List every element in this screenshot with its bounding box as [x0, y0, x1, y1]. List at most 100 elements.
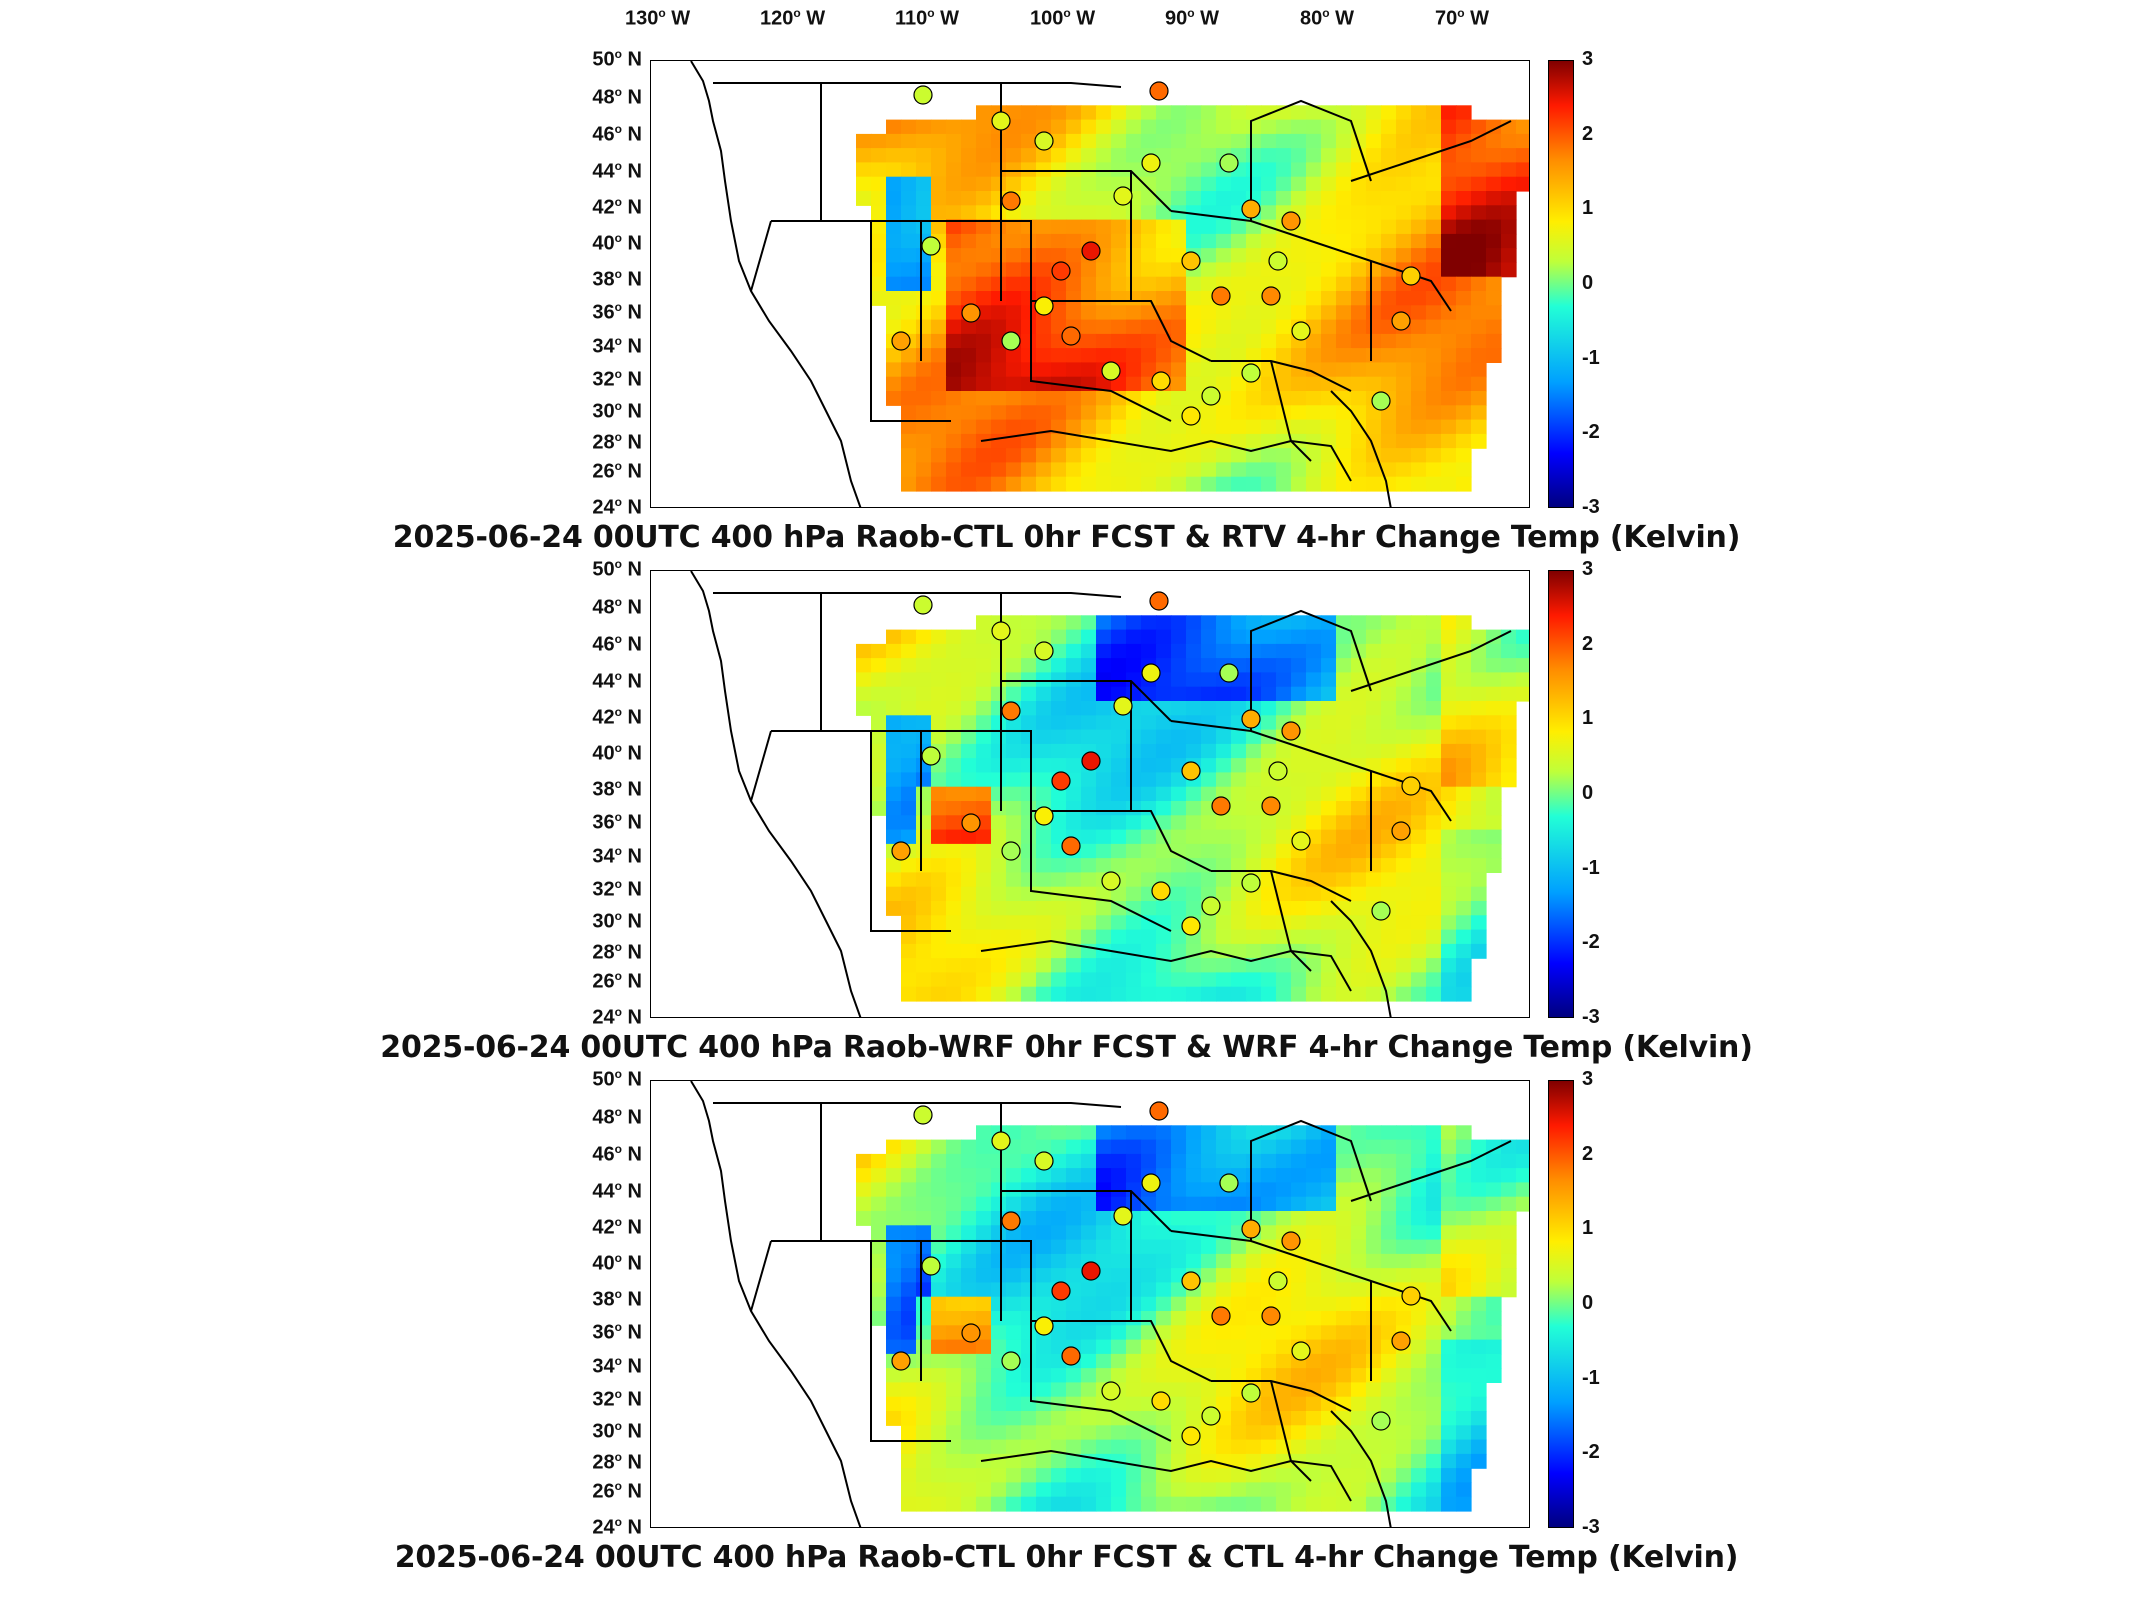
- latitude-label: 26o N: [592, 459, 642, 483]
- raob-station-marker: [1113, 186, 1133, 206]
- panel-title: 2025-06-24 00UTC 400 hPa Raob-WRF 0hr FC…: [380, 1030, 1753, 1065]
- map-panel: [650, 1080, 1530, 1528]
- raob-station-marker: [1241, 709, 1261, 729]
- raob-station-marker: [961, 1323, 981, 1343]
- raob-station-marker: [1371, 901, 1391, 921]
- latitude-label: 30o N: [592, 1418, 642, 1443]
- latitude-label: 24o N: [592, 1515, 642, 1539]
- latitude-label: 48o N: [592, 595, 642, 619]
- latitude-label: 30o N: [592, 398, 642, 423]
- raob-station-marker: [1149, 81, 1169, 101]
- raob-station-marker: [1181, 406, 1201, 426]
- raob-station-marker: [1211, 1306, 1231, 1326]
- raob-station-marker: [1241, 1383, 1261, 1403]
- colorbar: [1548, 570, 1574, 1018]
- raob-station-marker: [1181, 251, 1201, 271]
- temperature-field: [856, 1125, 1529, 1512]
- latitude-label: 32o N: [592, 367, 642, 391]
- colorbar-tick-label: 0: [1582, 782, 1594, 804]
- temperature-field: [856, 105, 1529, 492]
- raob-station-marker: [1001, 701, 1021, 721]
- raob-stations: [891, 591, 1421, 936]
- colorbar: [1548, 60, 1574, 508]
- colorbar-tick-label: -1: [1582, 856, 1600, 879]
- colorbar-tick-label: -2: [1582, 931, 1600, 954]
- raob-station-marker: [1051, 1281, 1071, 1301]
- colorbar-tick-label: -2: [1582, 421, 1600, 444]
- colorbar-tick-label: 0: [1582, 272, 1594, 294]
- raob-station-marker: [1101, 1381, 1121, 1401]
- raob-station-marker: [1261, 286, 1281, 306]
- state-boundaries: [690, 571, 1512, 1017]
- latitude-label: 32o N: [592, 877, 642, 901]
- raob-station-marker: [913, 1105, 933, 1125]
- raob-station-marker: [1034, 1151, 1054, 1171]
- colorbar-tick-label: -3: [1582, 1516, 1600, 1538]
- raob-station-marker: [1291, 321, 1311, 341]
- temperature-field: [856, 615, 1529, 1002]
- latitude-label: 44o N: [592, 1179, 642, 1203]
- state-boundaries: [690, 61, 1512, 507]
- latitude-label: 40o N: [592, 1250, 642, 1275]
- raob-station-marker: [1219, 1173, 1239, 1193]
- raob-station-marker: [891, 331, 911, 351]
- raob-station-marker: [1241, 363, 1261, 383]
- latitude-label: 24o N: [592, 1005, 642, 1029]
- colorbar-tick-label: 2: [1582, 122, 1594, 145]
- latitude-label: 36o N: [592, 810, 642, 834]
- raob-station-marker: [913, 595, 933, 615]
- raob-station-marker: [961, 813, 981, 833]
- latitude-label: 34o N: [592, 333, 642, 358]
- raob-station-marker: [1291, 1341, 1311, 1361]
- raob-station-marker: [891, 1351, 911, 1371]
- raob-station-marker: [1149, 591, 1169, 611]
- raob-station-marker: [1181, 1271, 1201, 1291]
- colorbar-tick-label: -1: [1582, 1366, 1600, 1389]
- raob-station-marker: [921, 1256, 941, 1276]
- raob-station-marker: [1061, 326, 1081, 346]
- raob-station-marker: [1149, 1101, 1169, 1121]
- raob-station-marker: [1141, 1173, 1161, 1193]
- raob-station-marker: [1261, 796, 1281, 816]
- latitude-label: 26o N: [592, 1479, 642, 1503]
- raob-station-marker: [1051, 261, 1071, 281]
- raob-station-marker: [1281, 721, 1301, 741]
- raob-station-marker: [1061, 1346, 1081, 1366]
- raob-station-marker: [1211, 286, 1231, 306]
- raob-station-marker: [1219, 663, 1239, 683]
- latitude-label: 44o N: [592, 159, 642, 183]
- longitude-label: 90o W: [1165, 6, 1220, 30]
- raob-station-marker: [1101, 871, 1121, 891]
- raob-station-marker: [991, 1131, 1011, 1151]
- raob-station-marker: [1141, 663, 1161, 683]
- raob-station-marker: [1281, 1231, 1301, 1251]
- raob-station-marker: [1241, 1219, 1261, 1239]
- latitude-label: 42o N: [592, 1214, 642, 1239]
- latitude-label: 28o N: [592, 1450, 642, 1474]
- raob-station-marker: [1371, 391, 1391, 411]
- raob-station-marker: [913, 85, 933, 105]
- raob-station-marker: [1391, 1331, 1411, 1351]
- raob-station-marker: [1241, 199, 1261, 219]
- raob-station-marker: [1268, 761, 1288, 781]
- map-panel: [650, 60, 1530, 508]
- raob-station-marker: [1151, 881, 1171, 901]
- colorbar-tick-label: 3: [1582, 1068, 1594, 1090]
- colorbar-tick-label: 1: [1582, 1217, 1594, 1240]
- latitude-label: 28o N: [592, 940, 642, 964]
- longitude-label: 70o W: [1435, 6, 1490, 30]
- latitude-label: 26o N: [592, 969, 642, 993]
- latitude-label: 34o N: [592, 843, 642, 868]
- latitude-label: 40o N: [592, 740, 642, 765]
- raob-station-marker: [1261, 1306, 1281, 1326]
- latitude-label: 40o N: [592, 230, 642, 255]
- colorbar-tick-label: 3: [1582, 48, 1594, 70]
- colorbar-tick-label: 1: [1582, 197, 1594, 220]
- latitude-label: 34o N: [592, 1353, 642, 1378]
- raob-station-marker: [1219, 153, 1239, 173]
- raob-station-marker: [1268, 1271, 1288, 1291]
- raob-station-marker: [1081, 751, 1101, 771]
- raob-station-marker: [1401, 266, 1421, 286]
- longitude-label: 130o W: [625, 6, 691, 30]
- longitude-label: 80o W: [1300, 6, 1355, 30]
